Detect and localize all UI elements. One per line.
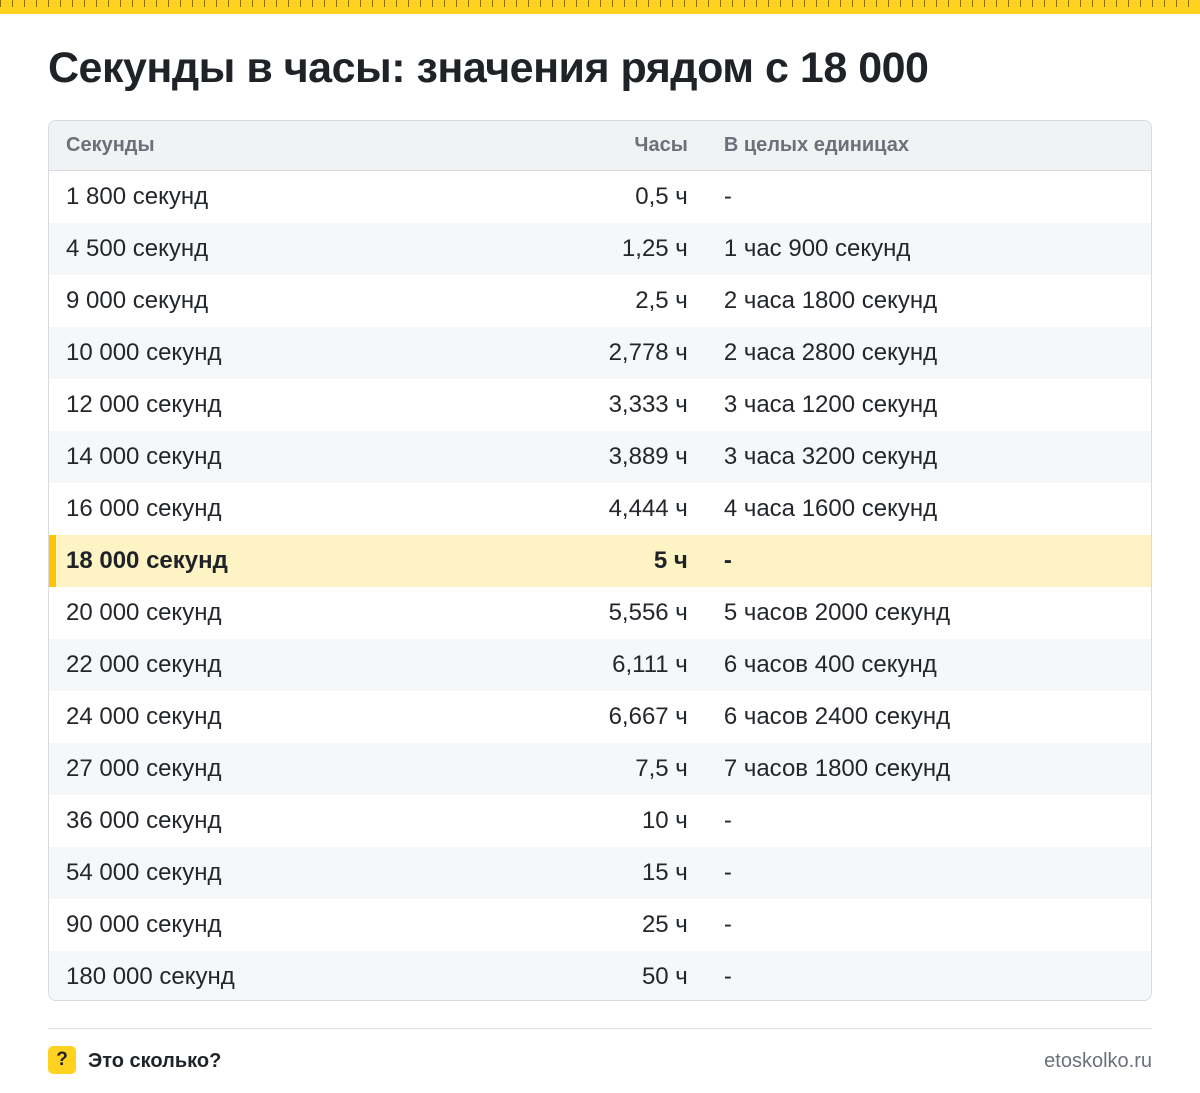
- cell-hours: 4,444 ч: [608, 495, 688, 522]
- cell-whole-units: 2 часа 2800 секунд: [723, 339, 938, 366]
- site-link[interactable]: etoskolko.ru: [1044, 1050, 1152, 1072]
- cell-seconds: 10 000 секунд: [66, 339, 222, 366]
- cell-whole-units: 6 часов 2400 секунд: [723, 703, 951, 730]
- table-row: 4 500 секунд 1,25 ч 1 час 900 секунд: [49, 223, 1151, 275]
- cell-whole-units: 5 часов 2000 секунд: [723, 599, 951, 626]
- cell-seconds: 1 800 секунд: [66, 183, 209, 210]
- table-body: 1 800 секунд 0,5 ч - 4 500 секунд 1,25 ч 1 ча…: [49, 171, 1151, 1000]
- table-row-highlighted: 18 000 секунд 5 ч -: [49, 535, 1151, 587]
- cell-seconds: 12 000 секунд: [66, 391, 222, 418]
- cell-hours: 2,5 ч: [635, 287, 688, 314]
- cell-hours: 5,556 ч: [608, 599, 688, 626]
- cell-hours: 6,667 ч: [608, 703, 688, 730]
- cell-hours: 3,333 ч: [608, 391, 688, 418]
- cell-whole-units: 2 часа 1800 секунд: [723, 287, 938, 314]
- table-row: 27 000 секунд 7,5 ч 7 часов 1800 секунд: [49, 743, 1151, 795]
- cell-whole-units: 6 часов 400 секунд: [723, 651, 937, 678]
- brand-name: Это сколько?: [88, 1050, 222, 1072]
- cell-whole-units: 1 час 900 секунд: [723, 235, 911, 262]
- header-hours: Часы: [634, 134, 688, 156]
- table-row: 12 000 секунд 3,333 ч 3 часа 1200 секунд: [49, 379, 1151, 431]
- cell-hours: 15 ч: [641, 859, 688, 886]
- cell-seconds: 4 500 секунд: [66, 235, 209, 262]
- table-row: 54 000 секунд 15 ч -: [49, 847, 1151, 899]
- cell-seconds: 90 000 секунд: [66, 911, 222, 938]
- conversion-table: Секунды Часы В целых единицах 1 800 секу…: [48, 120, 1152, 1001]
- cell-whole-units: -: [723, 183, 732, 210]
- cell-whole-units: 7 часов 1800 секунд: [723, 755, 951, 782]
- cell-hours: 10 ч: [641, 807, 688, 834]
- cell-whole-units: -: [723, 859, 732, 886]
- cell-hours: 25 ч: [641, 911, 688, 938]
- cell-whole-units: -: [723, 807, 732, 834]
- table-row: 20 000 секунд 5,556 ч 5 часов 2000 секунд: [49, 587, 1151, 639]
- table-row: 180 000 секунд 50 ч -: [49, 951, 1151, 1000]
- page-title: Секунды в часы: значения рядом с 18 000: [48, 44, 929, 92]
- table-row: 90 000 секунд 25 ч -: [49, 899, 1151, 951]
- cell-whole-units: -: [723, 963, 732, 990]
- cell-hours: 0,5 ч: [635, 183, 688, 210]
- cell-seconds: 16 000 секунд: [66, 495, 222, 522]
- cell-whole-units: 3 часа 1200 секунд: [723, 391, 938, 418]
- cell-whole-units: 3 часа 3200 секунд: [723, 443, 938, 470]
- cell-seconds: 9 000 секунд: [66, 287, 209, 314]
- cell-seconds: 54 000 секунд: [66, 859, 222, 886]
- cell-seconds: 18 000 секунд: [66, 547, 228, 574]
- cell-seconds: 22 000 секунд: [66, 651, 222, 678]
- cell-seconds: 14 000 секунд: [66, 443, 222, 470]
- cell-hours: 1,25 ч: [621, 235, 688, 262]
- table-row: 22 000 секунд 6,111 ч 6 часов 400 секунд: [49, 639, 1151, 691]
- cell-seconds: 20 000 секунд: [66, 599, 222, 626]
- table-row: 1 800 секунд 0,5 ч -: [49, 171, 1151, 223]
- ruler-top-bar: [0, 0, 1200, 14]
- table-header: Секунды Часы В целых единицах: [49, 121, 1151, 171]
- table-row: 10 000 секунд 2,778 ч 2 часа 2800 секунд: [49, 327, 1151, 379]
- table-row: 36 000 секунд 10 ч -: [49, 795, 1151, 847]
- header-seconds: Секунды: [66, 134, 155, 156]
- cell-whole-units: -: [723, 911, 732, 938]
- cell-hours: 6,111 ч: [612, 651, 688, 678]
- cell-whole-units: -: [723, 547, 732, 574]
- cell-whole-units: 4 часа 1600 секунд: [723, 495, 938, 522]
- table-row: 9 000 секунд 2,5 ч 2 часа 1800 секунд: [49, 275, 1151, 327]
- table-row: 24 000 секунд 6,667 ч 6 часов 2400 секунд: [49, 691, 1151, 743]
- table-row: 14 000 секунд 3,889 ч 3 часа 3200 секунд: [49, 431, 1151, 483]
- footer-divider: [48, 1028, 1152, 1029]
- cell-seconds: 180 000 секунд: [66, 963, 235, 990]
- header-whole-units: В целых единицах: [723, 134, 909, 156]
- cell-hours: 5 ч: [653, 547, 688, 574]
- table-row: 16 000 секунд 4,444 ч 4 часа 1600 секунд: [49, 483, 1151, 535]
- cell-seconds: 36 000 секунд: [66, 807, 222, 834]
- cell-seconds: 27 000 секунд: [66, 755, 222, 782]
- cell-hours: 50 ч: [641, 963, 688, 990]
- cell-hours: 7,5 ч: [635, 755, 688, 782]
- question-icon: ?: [48, 1046, 76, 1074]
- cell-hours: 3,889 ч: [608, 443, 688, 470]
- cell-hours: 2,778 ч: [608, 339, 688, 366]
- cell-seconds: 24 000 секунд: [66, 703, 222, 730]
